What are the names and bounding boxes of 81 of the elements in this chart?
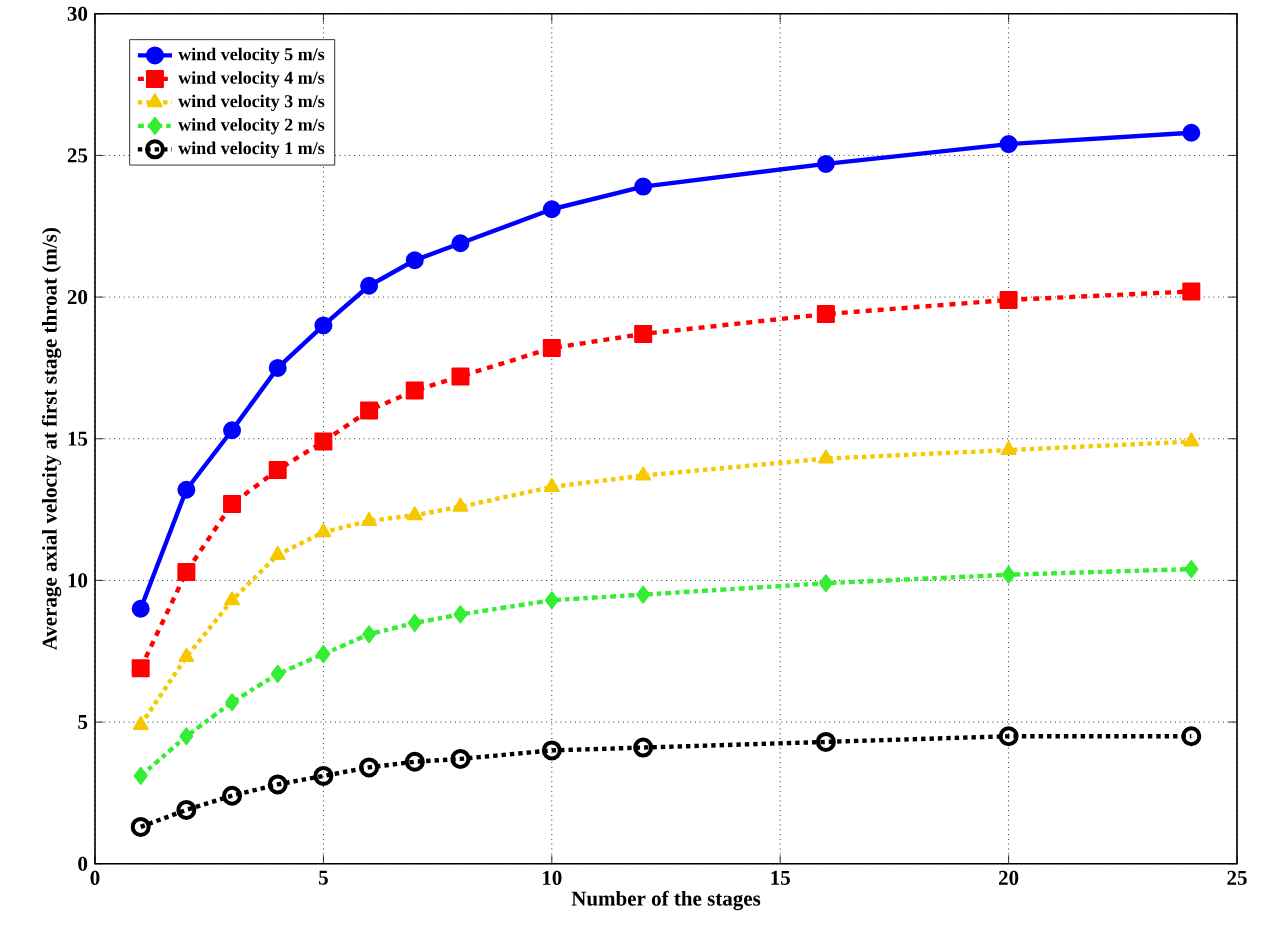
point [223, 421, 242, 440]
point [314, 432, 333, 451]
point [359, 757, 380, 778]
legend-label: wind velocity 3 m/s [178, 94, 325, 112]
point [1182, 282, 1201, 301]
y-tick-label: 30 [67, 6, 88, 21]
legend-label: wind velocity 5 m/s [178, 47, 325, 65]
point [224, 591, 240, 606]
point [362, 625, 377, 644]
point [544, 591, 559, 610]
point [132, 716, 149, 731]
point [177, 480, 196, 499]
point [404, 751, 425, 772]
point [270, 665, 285, 684]
point [131, 659, 150, 678]
point [130, 817, 151, 838]
legend-label: wind velocity 4 m/s [178, 71, 325, 88]
point [634, 325, 653, 344]
point [267, 774, 288, 795]
point [999, 291, 1018, 310]
point [222, 785, 243, 806]
x-tick-label: 25 [1227, 870, 1247, 886]
point [451, 367, 470, 386]
point [269, 546, 286, 561]
point [542, 200, 561, 219]
point [316, 645, 331, 664]
point [360, 276, 379, 295]
x-axis-title: Number of the stages [571, 890, 761, 911]
y-tick-label: 0 [78, 856, 88, 871]
point [406, 506, 423, 521]
point [818, 574, 833, 593]
x-tick-label: 15 [771, 870, 790, 886]
point [998, 726, 1019, 747]
legend-label: wind velocity 1 m/s [178, 141, 325, 159]
y-tick-label: 20 [67, 290, 88, 305]
point [816, 305, 835, 324]
point [543, 478, 560, 493]
point [636, 585, 651, 604]
point [450, 749, 471, 770]
point [361, 512, 378, 527]
point [999, 135, 1018, 154]
point [177, 563, 196, 582]
point [179, 727, 194, 746]
point [405, 251, 424, 270]
point [1001, 565, 1016, 584]
x-tick-label: 10 [543, 870, 562, 886]
point [453, 605, 468, 624]
point [1182, 123, 1201, 142]
point [225, 693, 240, 712]
y-tick-label: 15 [68, 431, 88, 446]
point [405, 381, 424, 400]
y-tick-label: 10 [68, 573, 88, 588]
point [315, 523, 332, 538]
x-tick-label: 20 [998, 870, 1019, 886]
point [131, 599, 150, 618]
point [1184, 560, 1199, 579]
point [133, 767, 148, 786]
point [268, 359, 287, 378]
point [223, 495, 242, 514]
point [268, 461, 287, 480]
point [815, 732, 836, 753]
point [542, 339, 561, 358]
point [314, 316, 333, 335]
point [633, 737, 654, 758]
y-axis-title: Average axial velocity at first stage throat (m/s) [41, 228, 62, 651]
point [634, 177, 653, 196]
point [407, 614, 422, 633]
point [541, 740, 562, 761]
point [816, 155, 835, 174]
y-tick-label: 5 [78, 715, 88, 730]
x-tick-label: 5 [319, 870, 328, 885]
point [178, 648, 195, 663]
point [1000, 441, 1017, 456]
point [360, 401, 379, 420]
legend-label: wind velocity 2 m/s [178, 118, 325, 135]
point [176, 800, 197, 821]
point [1181, 726, 1202, 747]
point [313, 766, 334, 787]
point [451, 234, 470, 253]
x-tick-label: 0 [90, 870, 100, 886]
y-tick-label: 25 [67, 148, 88, 163]
